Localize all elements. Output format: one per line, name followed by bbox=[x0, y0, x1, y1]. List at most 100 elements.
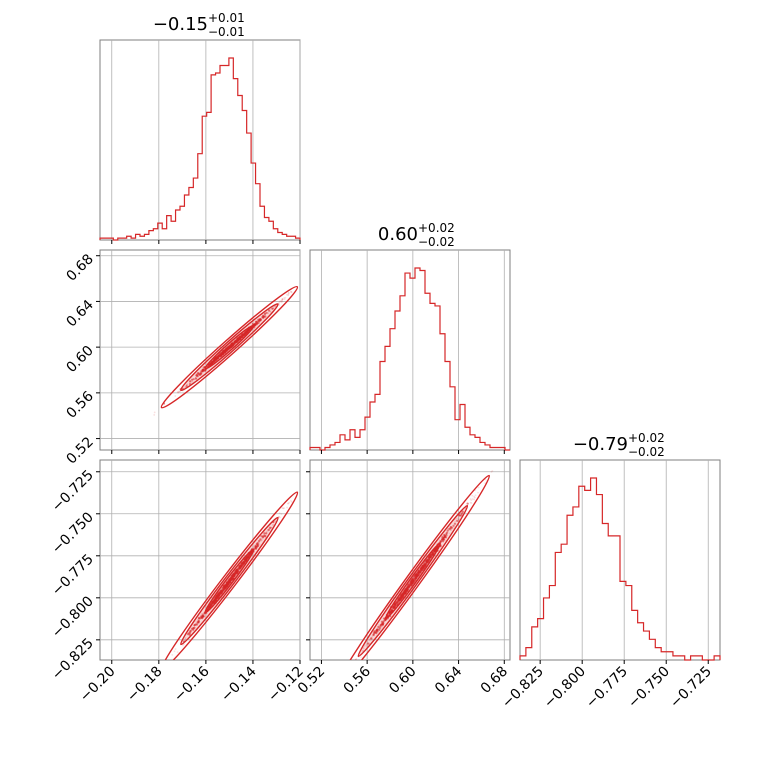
scatter-point bbox=[269, 311, 272, 313]
scatter-point bbox=[392, 606, 396, 609]
scatter-point bbox=[368, 639, 371, 642]
x-tick-label: −0.20 bbox=[77, 664, 119, 706]
scatter-point bbox=[283, 298, 286, 301]
scatter-point bbox=[330, 694, 332, 696]
panel-title-2: −0.79 +0.02−0.02 bbox=[573, 431, 665, 459]
scatter-point bbox=[466, 502, 469, 505]
density-contour-2 bbox=[180, 303, 279, 392]
scatter-point bbox=[215, 598, 218, 601]
scatter-point bbox=[460, 512, 463, 515]
histogram-panel-1-frame bbox=[309, 249, 511, 451]
scatter-point bbox=[262, 535, 265, 538]
panel-title-1: 0.60 +0.02−0.02 bbox=[378, 221, 455, 249]
y-tick-label: 0.68 bbox=[63, 251, 96, 284]
scatter-point bbox=[445, 534, 448, 537]
scatter-point bbox=[199, 373, 202, 376]
scatter-point bbox=[446, 529, 449, 532]
scatter-point bbox=[363, 645, 366, 647]
scatter-point bbox=[365, 643, 368, 646]
scatter-point bbox=[188, 380, 192, 383]
scatter-point bbox=[247, 328, 250, 332]
scatter-point bbox=[201, 368, 204, 371]
scatter-point bbox=[428, 556, 431, 560]
scatter-point bbox=[195, 374, 198, 377]
x-tick-label: 0.60 bbox=[386, 664, 419, 697]
density-contour-1 bbox=[204, 324, 255, 370]
scatter-point bbox=[216, 592, 220, 595]
scatter-point bbox=[222, 584, 225, 588]
title-minus-error: −0.02 bbox=[628, 445, 665, 459]
scatter-point bbox=[202, 615, 205, 618]
scatter-point bbox=[199, 615, 203, 618]
scatter-point bbox=[257, 321, 260, 324]
scatter-point bbox=[258, 541, 261, 544]
scatter-point bbox=[202, 366, 205, 369]
scatter-point bbox=[267, 312, 270, 315]
scatter-point bbox=[177, 391, 179, 394]
scatter-point bbox=[415, 573, 418, 577]
scatter-point bbox=[185, 384, 188, 388]
density-contour-2 bbox=[180, 516, 279, 646]
histogram-panel-0-frame bbox=[99, 39, 301, 241]
scatter-point bbox=[289, 290, 292, 293]
scatter-point bbox=[370, 637, 373, 640]
scatter-point bbox=[287, 292, 290, 294]
scatter-point bbox=[233, 572, 236, 575]
scatter-point bbox=[208, 606, 211, 609]
scatter-points-0-1 bbox=[153, 285, 299, 416]
scatter-point bbox=[238, 336, 242, 339]
scatter-point bbox=[279, 300, 282, 303]
scatter-point bbox=[278, 300, 281, 303]
scatter-point bbox=[372, 633, 375, 636]
scatter-point bbox=[290, 500, 293, 503]
histogram-panel-1 bbox=[309, 249, 511, 454]
scatter-point bbox=[473, 498, 476, 501]
scatter-point bbox=[426, 561, 429, 564]
scatter-point bbox=[278, 515, 280, 518]
scatter-point bbox=[188, 633, 192, 636]
scatter-point bbox=[219, 355, 222, 358]
scatter-point bbox=[272, 523, 274, 526]
density-contour-1 bbox=[384, 542, 441, 620]
scatter-point bbox=[450, 529, 452, 531]
scatter-point bbox=[264, 534, 267, 537]
scatter-point bbox=[457, 518, 460, 521]
scatter-point bbox=[230, 574, 233, 578]
scatter-point bbox=[471, 498, 474, 500]
scatter-point bbox=[337, 683, 339, 685]
y-tick-label: 0.60 bbox=[63, 343, 96, 376]
scatter-point bbox=[273, 520, 276, 523]
scatter-point bbox=[226, 347, 230, 350]
scatter-point bbox=[269, 526, 272, 530]
scatter-point bbox=[362, 647, 365, 650]
title-plus-error: +0.02 bbox=[418, 221, 455, 235]
scatter-point bbox=[407, 585, 411, 588]
scatter-point bbox=[448, 532, 451, 535]
scatter-point bbox=[390, 609, 393, 612]
scatter-point bbox=[220, 353, 223, 356]
scatter-point bbox=[443, 538, 446, 541]
scatter-point bbox=[244, 557, 248, 560]
scatter-point bbox=[280, 299, 283, 302]
scatter-point bbox=[281, 297, 284, 300]
scatter-point bbox=[253, 324, 257, 327]
scatter-point bbox=[453, 522, 457, 525]
scatter-point bbox=[194, 377, 198, 380]
scatter-point bbox=[470, 502, 473, 504]
scatter-point bbox=[280, 300, 283, 303]
scatter-point bbox=[265, 532, 268, 535]
x-tick-label: −0.18 bbox=[124, 664, 166, 706]
scatter-point bbox=[162, 669, 164, 671]
x-tick-label: −0.775 bbox=[583, 664, 631, 712]
scatter-point bbox=[290, 291, 293, 294]
scatter-point bbox=[254, 545, 257, 548]
scatter-point bbox=[428, 558, 431, 561]
scatter-point bbox=[355, 657, 358, 660]
scatter-point bbox=[338, 681, 340, 683]
scatter-point bbox=[221, 586, 224, 590]
histogram-panel-2: −0.825−0.800−0.775−0.750−0.725 bbox=[499, 459, 721, 712]
scatter-point bbox=[176, 391, 179, 393]
scatter-point bbox=[228, 580, 231, 584]
scatter-point bbox=[346, 674, 348, 676]
scatter-point bbox=[477, 491, 479, 494]
